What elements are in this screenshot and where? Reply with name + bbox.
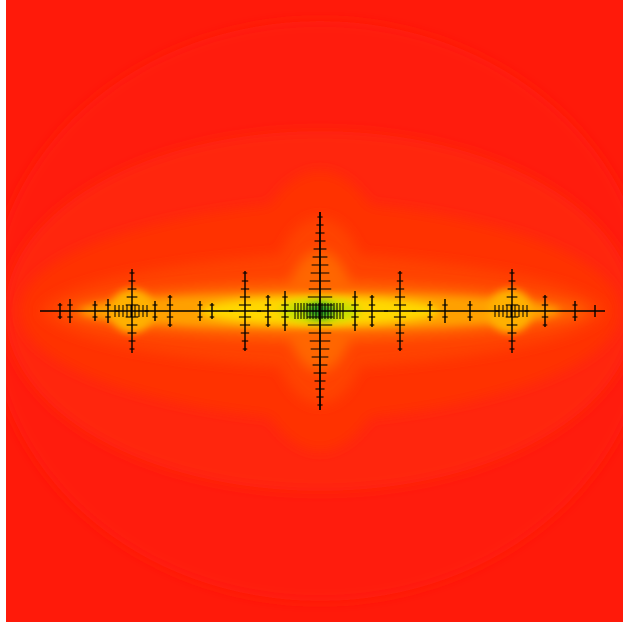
julia-set — [40, 212, 605, 410]
